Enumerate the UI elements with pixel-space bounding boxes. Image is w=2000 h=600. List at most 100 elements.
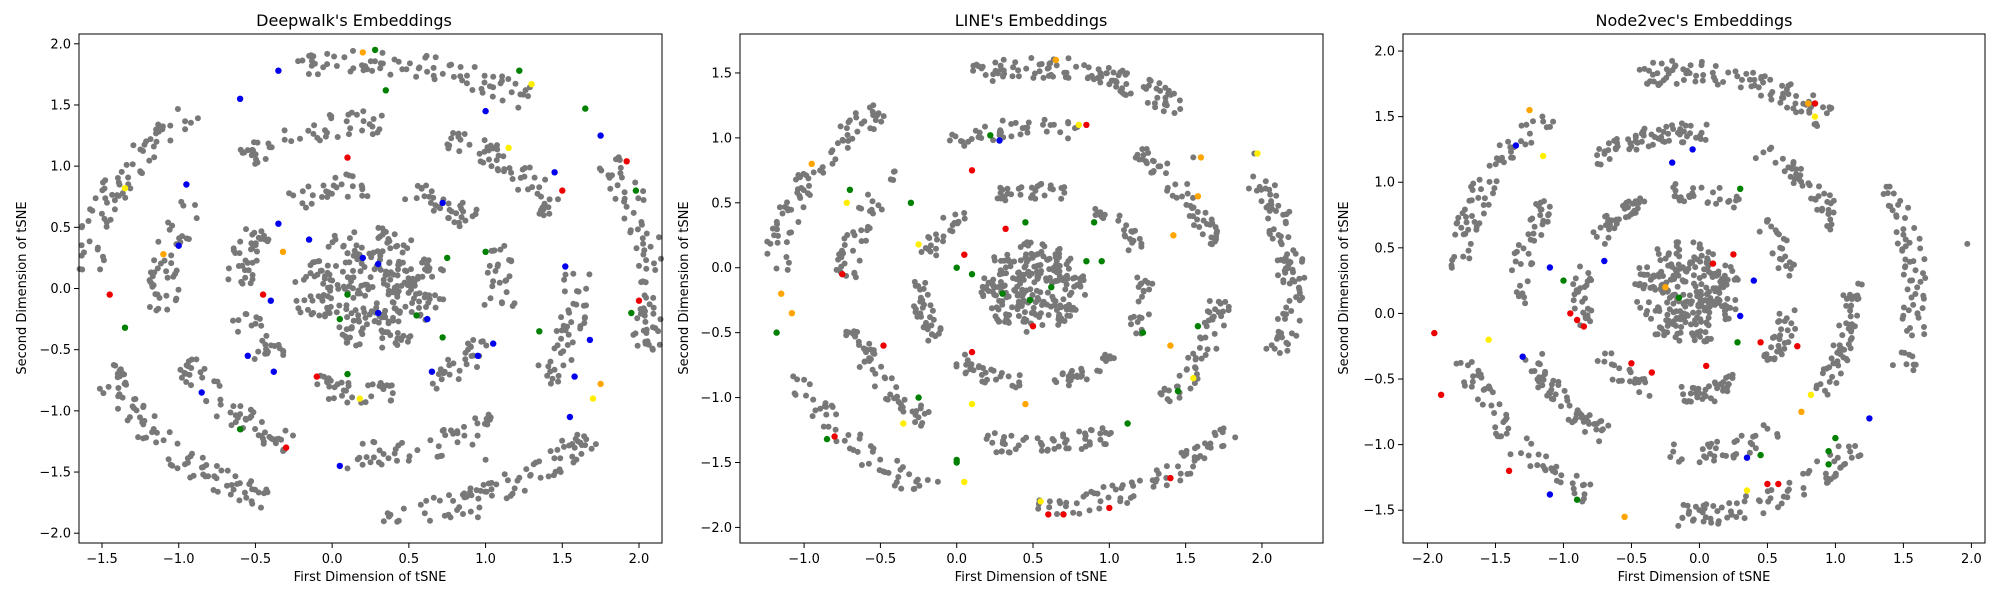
highlight-point-blue [267, 297, 274, 304]
scatter-point [360, 305, 367, 312]
scatter-point [169, 462, 176, 469]
scatter-point [1187, 202, 1194, 209]
scatter-point [408, 266, 414, 273]
scatter-point [1121, 91, 1128, 98]
scatter-point [341, 285, 348, 292]
scatter-point [522, 87, 529, 94]
scatter-point [1645, 299, 1652, 306]
scatter-point [1668, 261, 1675, 268]
scatter-point [1493, 155, 1500, 162]
scatter-point [1580, 495, 1587, 502]
scatter-point [1920, 295, 1927, 302]
highlight-point-blue [996, 137, 1003, 144]
scatter-point [1266, 227, 1273, 234]
scatter-point [1778, 351, 1785, 358]
x-ticks: −1.0 −0.5 0.0 0.5 1.0 1.5 2.0 [788, 543, 1272, 567]
scatter-point [1702, 136, 1709, 143]
scatter-point [402, 196, 409, 203]
scatter-point [1463, 214, 1469, 220]
scatter-point [1669, 57, 1676, 64]
scatter-point [1724, 514, 1731, 521]
scatter-point [224, 467, 231, 474]
scatter-point [856, 257, 863, 264]
scatter-point [545, 473, 552, 480]
highlight-point-green [907, 199, 915, 206]
scatter-point [333, 309, 340, 316]
scatter-point [1670, 441, 1677, 448]
scatter-point [146, 304, 153, 310]
scatter-point [1840, 292, 1847, 299]
scatter-point [832, 156, 839, 163]
scatter-point [167, 122, 174, 129]
scatter-point [555, 196, 561, 203]
scatter-point [878, 363, 885, 370]
scatter-point [281, 136, 288, 143]
scatter-point [1287, 259, 1294, 266]
scatter-point [164, 306, 171, 313]
scatter-point [433, 385, 440, 392]
scatter-point [1050, 296, 1057, 303]
scatter-point [1460, 253, 1467, 260]
scatter-point [652, 267, 659, 273]
scatter-point [1893, 213, 1900, 220]
scatter-point [331, 53, 338, 60]
y-tick-label: −1.0 [1363, 438, 1395, 453]
scatter-point [1275, 272, 1281, 279]
scatter-point [440, 296, 447, 303]
x-tick-label: −0.5 [1616, 552, 1648, 567]
scatter-point [991, 430, 998, 437]
highlight-point-blue [597, 132, 604, 139]
scatter-point [1760, 422, 1767, 429]
scatter-point [1452, 231, 1459, 238]
scatter-point [1491, 185, 1498, 192]
highlight-point-blue [375, 309, 382, 317]
scatter-point [649, 345, 656, 352]
y-tick-label: −1.0 [700, 391, 732, 406]
scatter-point [1830, 342, 1837, 349]
scatter-point [1678, 120, 1685, 127]
scatter-point [394, 330, 401, 336]
scatter-point [1670, 300, 1677, 307]
y-tick-label: 2.0 [1374, 45, 1395, 60]
scatter-point [1164, 160, 1171, 167]
scatter-point [324, 293, 331, 300]
highlight-point-yellow [1539, 152, 1547, 160]
scatter-point [1808, 195, 1815, 202]
highlight-point-green [968, 271, 976, 278]
scatter-point [225, 276, 232, 283]
scatter-point [394, 457, 400, 464]
scatter-point [792, 391, 799, 398]
scatter-point [1155, 163, 1162, 170]
scatter-point [320, 280, 327, 287]
scatter-point [1136, 235, 1143, 242]
scatter-point [103, 219, 110, 226]
scatter-point [286, 190, 293, 197]
highlight-point-red [880, 342, 887, 349]
scatter-point [427, 199, 434, 206]
scatter-point [1880, 191, 1887, 197]
scatter-point [1839, 332, 1846, 339]
scatter-point [1039, 241, 1046, 248]
scatter-point [1737, 84, 1744, 91]
scatter-point [586, 271, 593, 278]
scatter-point [332, 236, 339, 243]
scatter-point [338, 181, 345, 188]
scatter-point [310, 53, 317, 60]
scatter-point [308, 62, 315, 69]
scatter-point [1470, 180, 1477, 187]
highlight-point-red [1002, 225, 1009, 232]
scatter-point [1788, 165, 1795, 172]
scatter-point [369, 131, 376, 138]
scatter-point [922, 245, 929, 251]
scatter-point [86, 238, 93, 245]
scatter-point [200, 471, 207, 478]
scatter-point [1691, 280, 1697, 287]
x-tick-label: 1.0 [1825, 552, 1846, 567]
scatter-point [325, 243, 332, 250]
scatter-point [1012, 384, 1019, 391]
scatter-point [100, 179, 106, 186]
scatter-point [400, 505, 407, 512]
scatter-point [1055, 321, 1062, 328]
scatter-point [910, 486, 917, 492]
highlight-point-green [516, 67, 523, 74]
